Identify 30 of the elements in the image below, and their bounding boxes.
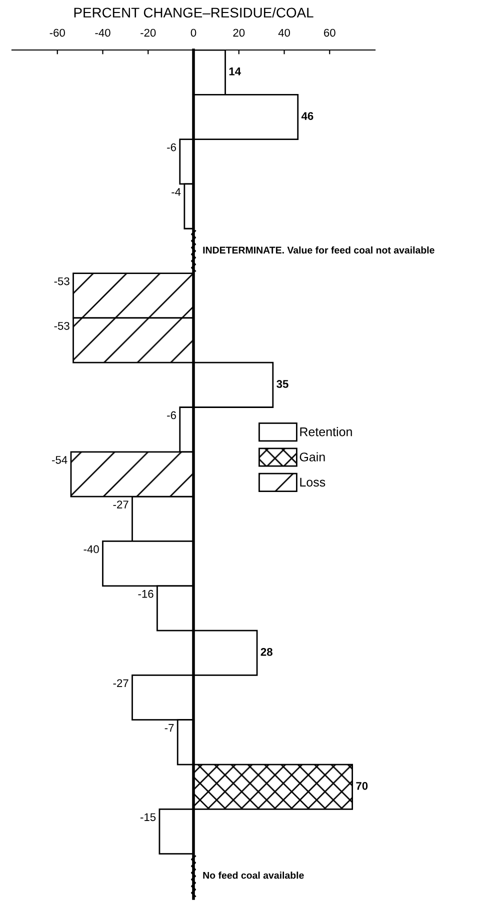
x-tick-label: -60 [50,28,65,37]
x-tick-label: 60 [324,28,336,37]
legend-label: Retention [300,427,352,436]
data-label: -27 [113,500,128,508]
data-label: -54 [52,456,68,464]
x-axis-title: PERCENT CHANGE–RESIDUE/COAL [74,7,314,18]
legend-label: Gain [300,452,325,462]
x-tick-label: 40 [278,28,290,37]
data-label: -53 [54,277,70,286]
data-label: 46 [301,112,314,120]
data-label: 28 [260,648,272,656]
data-label: -6 [167,411,176,420]
data-label: 14 [229,68,241,76]
annotation: No feed coal available [203,872,304,879]
data-label: -6 [167,143,176,152]
data-label: -27 [113,679,128,688]
data-label: 35 [276,380,288,388]
x-tick-label: -20 [140,28,156,37]
annotation: INDETERMINATE. Value for feed coal not available [203,246,434,254]
x-tick-label: 20 [233,28,245,37]
legend-label: Loss [300,478,326,487]
x-tick-label: -40 [95,28,110,37]
data-label: -15 [140,813,156,822]
data-label: -53 [54,322,70,330]
data-label: -40 [84,545,99,554]
data-label: 70 [356,782,368,790]
data-label: -4 [172,188,181,196]
data-label: -7 [164,724,174,732]
x-tick-label: 0 [190,28,196,37]
data-label: -16 [138,590,154,598]
